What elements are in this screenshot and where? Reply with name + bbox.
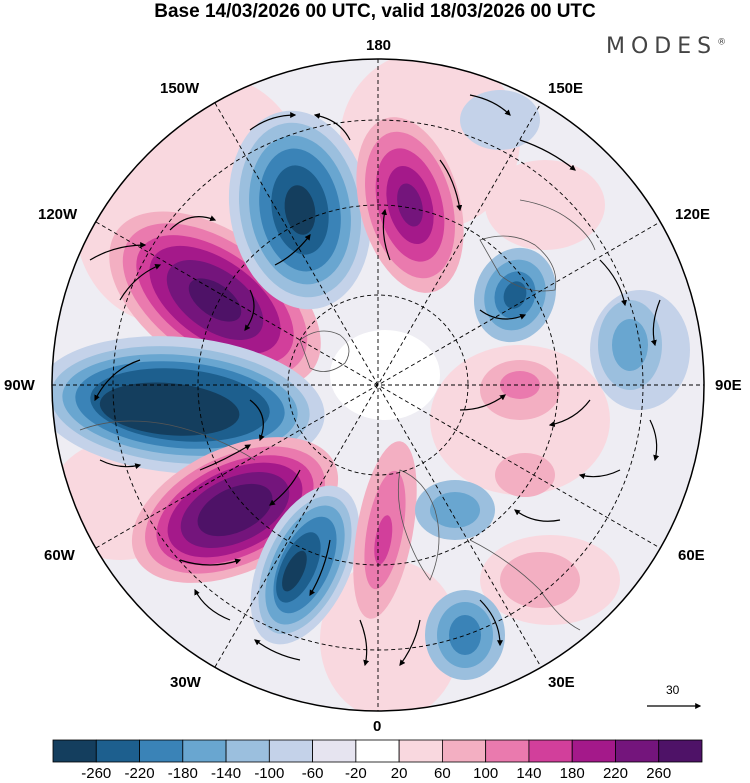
lon-label-120e: 120E xyxy=(675,206,711,223)
wind-arrows xyxy=(89,94,661,667)
anomaly-field xyxy=(52,59,704,711)
colorbar-tick-label: -100 xyxy=(254,765,285,782)
colorbar-tick-label: 260 xyxy=(646,765,672,782)
blue-low-ne xyxy=(473,247,557,343)
colorbar-swatch xyxy=(139,739,184,763)
pink-region-s xyxy=(320,560,460,711)
pole-region xyxy=(330,330,440,420)
map-title: Base 14/03/2026 00 UTC, valid 18/03/2026… xyxy=(154,1,596,22)
colorbar-swatch xyxy=(398,739,443,763)
colorbar-swatch xyxy=(182,739,227,763)
colorbar-tick-label: 100 xyxy=(473,765,499,782)
colorbar-swatch xyxy=(52,739,97,763)
colorbar-swatch xyxy=(615,739,660,763)
colorbar-tick-label: -60 xyxy=(301,765,324,782)
blue-low-e xyxy=(598,300,662,390)
lon-label-90w: 90W xyxy=(4,377,35,394)
lon-label-180: 180 xyxy=(366,37,392,54)
colorbar-swatch xyxy=(355,739,400,763)
colorbar xyxy=(52,739,703,763)
lon-label-150e: 150E xyxy=(548,80,584,97)
colorbar-swatch xyxy=(268,739,314,763)
colorbar-swatch xyxy=(441,739,487,763)
colorbar-tick-label: 140 xyxy=(516,765,542,782)
blue-low-sw xyxy=(250,485,360,645)
graticule xyxy=(52,59,704,711)
map-border xyxy=(51,58,705,712)
blue-region-n xyxy=(460,90,540,150)
colorbar-swatch xyxy=(571,739,616,763)
lon-label-60w: 60W xyxy=(44,547,75,564)
coastlines xyxy=(79,199,596,631)
colorbar-swatch xyxy=(528,739,573,763)
pink-high-e xyxy=(480,360,580,608)
pink-ridge-s xyxy=(353,441,417,619)
pink-region-ne xyxy=(485,160,605,250)
colorbar-tick-label: -260 xyxy=(81,765,112,782)
blue-low-n xyxy=(228,110,372,310)
colorbar-tick-label: 220 xyxy=(602,765,628,782)
colorbar-tick-label: -220 xyxy=(124,765,155,782)
blue-low-se xyxy=(415,480,505,680)
lon-label-90e: 90E xyxy=(715,377,742,394)
purple-high-n xyxy=(356,117,464,293)
blue-low-w xyxy=(52,336,325,474)
colorbar-swatch xyxy=(95,739,140,763)
brand-logo: MODES® xyxy=(606,34,726,59)
brand-name: MODES xyxy=(606,34,718,59)
lon-label-0: 0 xyxy=(373,718,382,735)
colorbar-tick-label: -140 xyxy=(211,765,242,782)
colorbar-tick-label: 180 xyxy=(559,765,585,782)
colorbar-tick-label: 60 xyxy=(434,765,451,782)
colorbar-tick-label: 20 xyxy=(390,765,408,782)
lon-label-30w: 30W xyxy=(170,674,201,691)
colorbar-swatch xyxy=(225,739,270,763)
lon-label-150w: 150W xyxy=(160,80,200,97)
colorbar-swatch xyxy=(658,739,703,763)
registered-mark: ® xyxy=(717,37,727,48)
lon-label-60e: 60E xyxy=(678,547,705,564)
lon-label-120w: 120W xyxy=(38,206,78,223)
colorbar-swatch xyxy=(485,739,530,763)
colorbar-tick-label: -180 xyxy=(167,765,198,782)
reference-vector-label: 30 xyxy=(666,683,680,697)
colorbar-swatch xyxy=(312,739,357,763)
colorbar-tick-label: -20 xyxy=(345,765,367,782)
lon-label-30e: 30E xyxy=(548,674,575,691)
